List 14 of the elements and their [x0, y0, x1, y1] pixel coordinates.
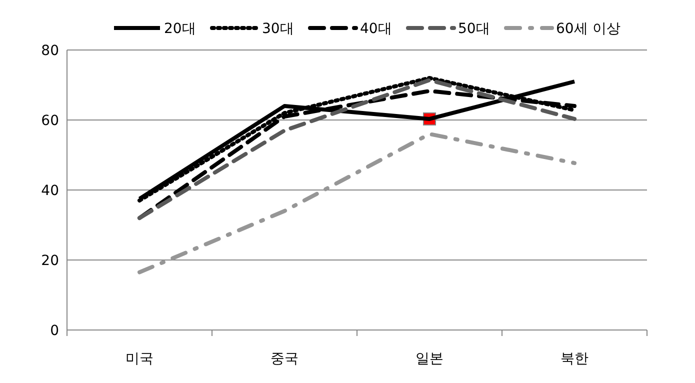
y-tick-label: 60 [41, 113, 59, 129]
y-tick-label: 20 [41, 253, 59, 269]
legend-label: 40대 [360, 21, 392, 37]
legend-label: 20대 [164, 21, 196, 37]
x-tick-label: 일본 [416, 351, 444, 367]
legend-label: 30대 [262, 21, 294, 37]
x-tick-label: 중국 [270, 351, 298, 367]
legend-label: 50대 [458, 21, 490, 37]
y-tick-label: 0 [50, 323, 59, 339]
y-tick-label: 80 [41, 43, 59, 59]
x-tick-label: 북한 [560, 351, 588, 367]
legend-label: 60세 이상 [556, 21, 620, 37]
y-tick-label: 40 [41, 183, 59, 199]
x-tick-label: 미국 [126, 351, 154, 367]
